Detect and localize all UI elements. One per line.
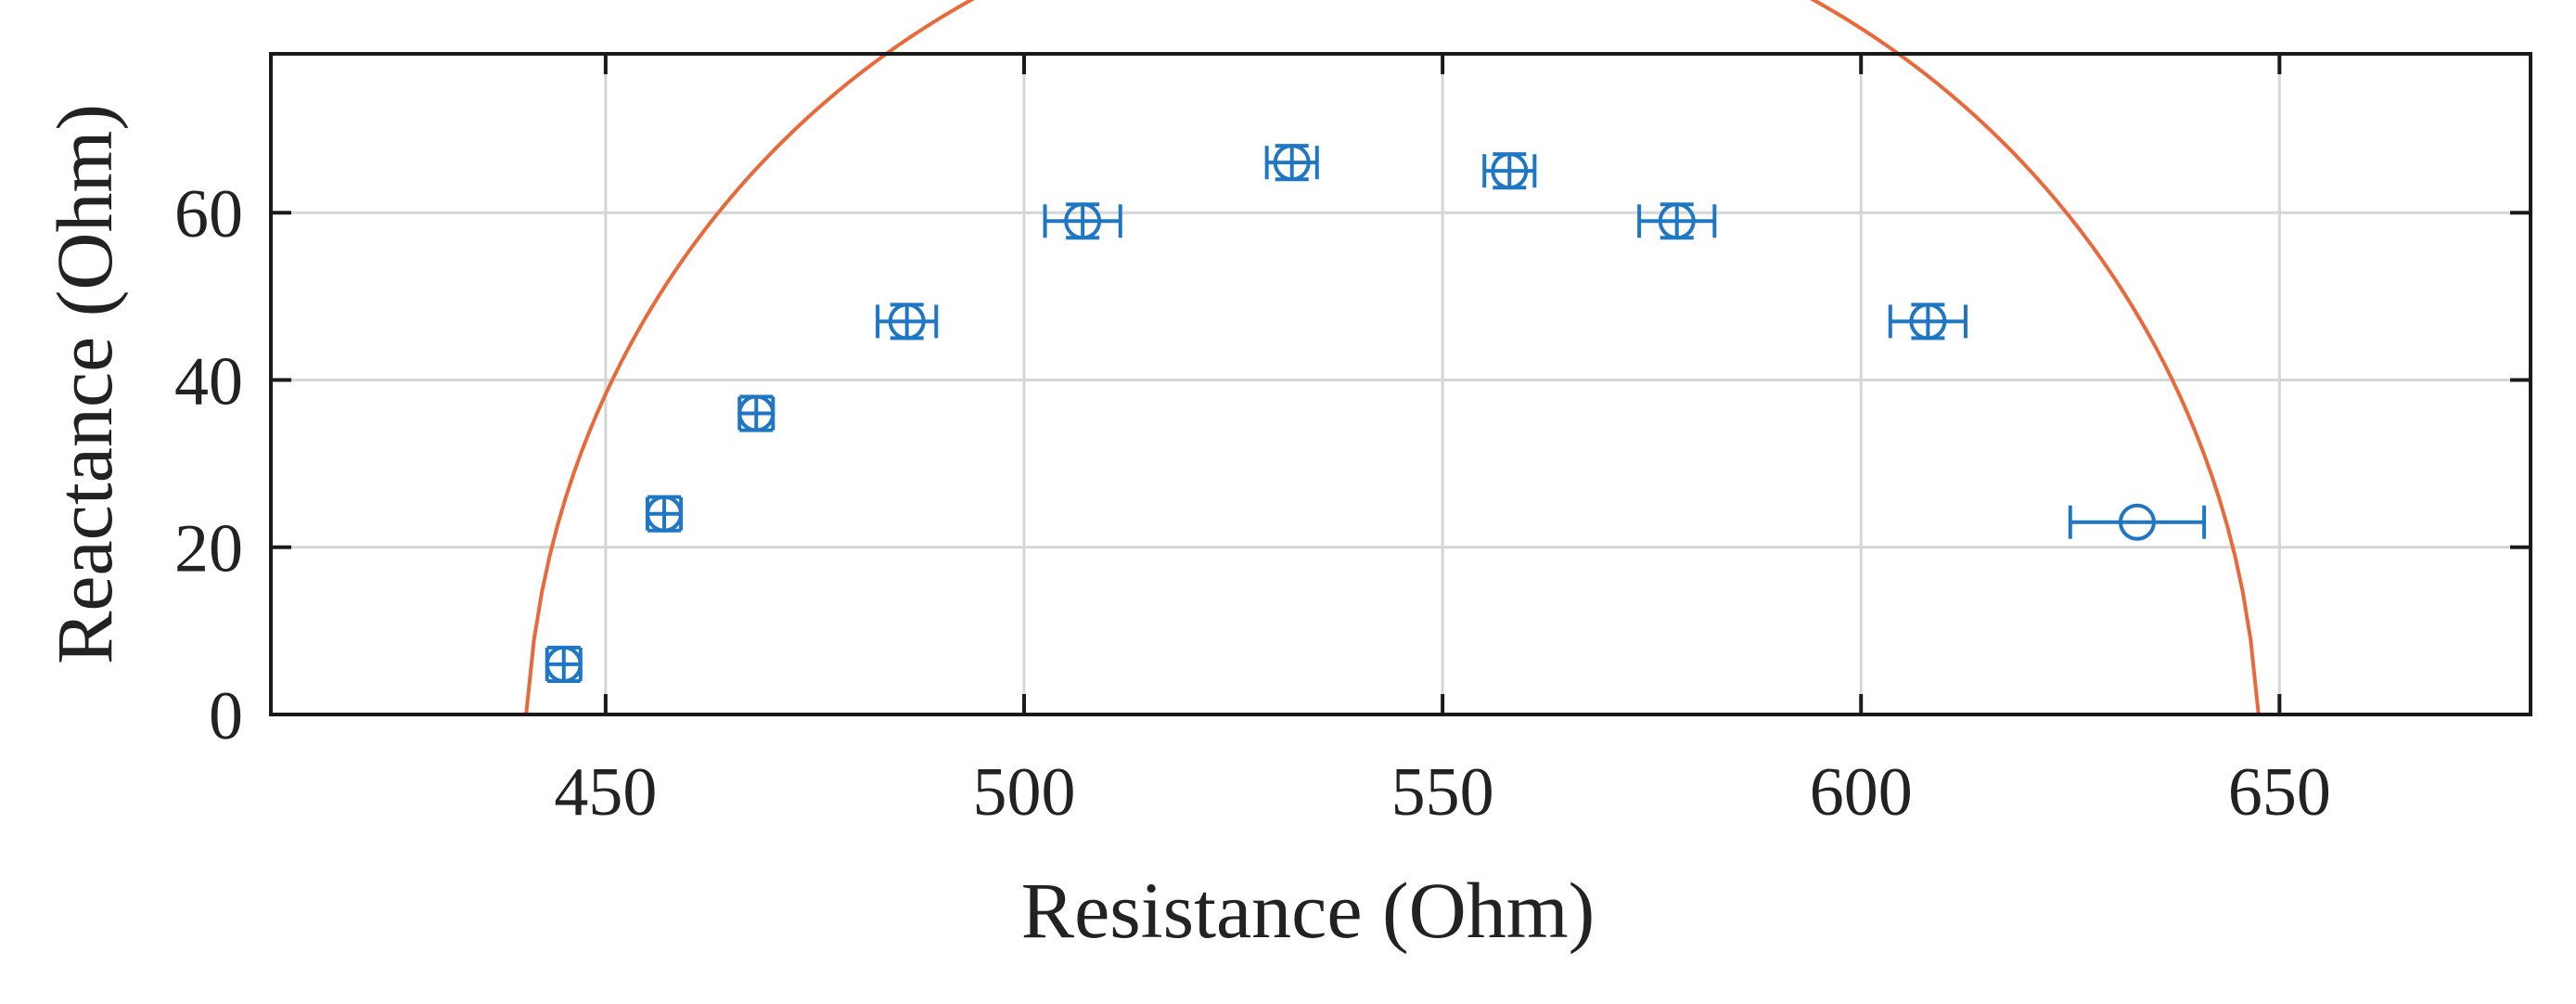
y-axis-label: Reactance (Ohm) xyxy=(40,104,129,664)
data-point xyxy=(737,394,775,432)
x-axis-label: Resistance (Ohm) xyxy=(1021,866,1596,955)
x-tick-label: 600 xyxy=(1810,754,1913,830)
data-point xyxy=(1888,302,1967,341)
y-tick-label: 0 xyxy=(209,678,243,754)
data-point xyxy=(2068,503,2207,541)
data-point xyxy=(545,645,583,683)
y-tick-label: 20 xyxy=(174,511,243,587)
tick-labels: 450 500 550 600 650 0 20 40 60 xyxy=(174,176,2331,830)
data-point xyxy=(646,495,684,533)
x-tick-label: 500 xyxy=(973,754,1076,830)
y-tick-label: 60 xyxy=(174,176,243,252)
grid xyxy=(271,54,2531,714)
data-point xyxy=(1482,152,1537,190)
plot-frame xyxy=(269,52,2532,716)
circle-marker xyxy=(1909,302,1947,341)
data-point xyxy=(876,302,939,341)
circle-marker xyxy=(1491,152,1529,190)
data-points xyxy=(545,144,2207,683)
ticks xyxy=(271,54,2531,716)
circle-marker xyxy=(646,495,684,533)
data-point xyxy=(1043,202,1122,240)
circle-marker xyxy=(1273,144,1311,182)
circle-marker xyxy=(737,394,775,432)
data-point xyxy=(1264,144,1319,182)
circle-marker xyxy=(888,302,926,341)
x-tick-label: 550 xyxy=(1391,754,1494,830)
fit-curve xyxy=(524,0,2261,715)
data-point xyxy=(1637,202,1717,240)
x-tick-label: 650 xyxy=(2228,754,2331,830)
circle-marker xyxy=(1658,202,1696,240)
circle-marker xyxy=(545,645,583,683)
y-tick-label: 40 xyxy=(174,343,243,419)
circle-marker xyxy=(1064,202,1102,240)
x-tick-label: 450 xyxy=(554,754,657,830)
circle-marker xyxy=(2118,503,2156,541)
